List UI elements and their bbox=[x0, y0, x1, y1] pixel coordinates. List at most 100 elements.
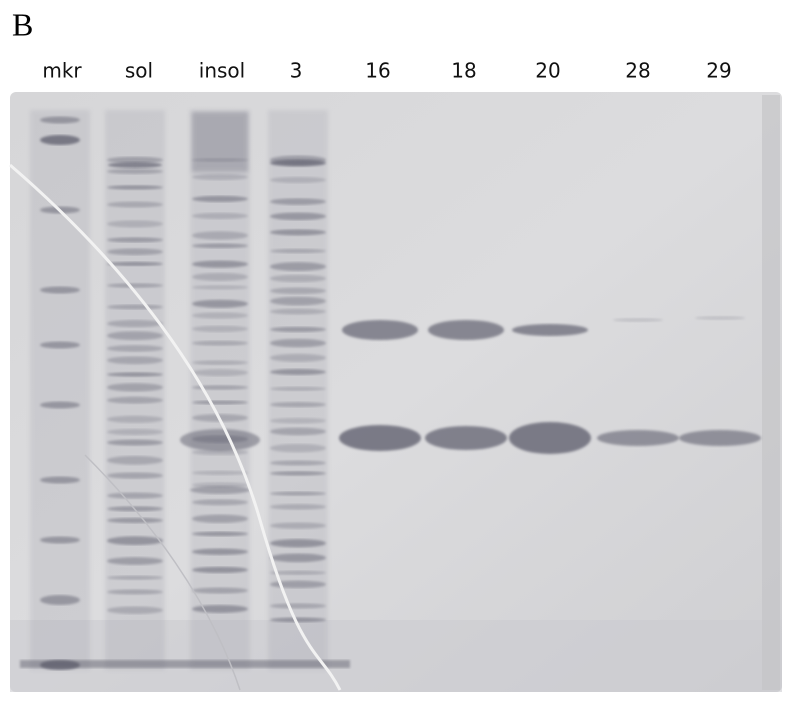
band bbox=[270, 287, 326, 295]
band bbox=[107, 517, 163, 524]
band bbox=[192, 260, 248, 268]
band bbox=[270, 262, 326, 272]
band bbox=[192, 470, 248, 476]
band bbox=[107, 248, 163, 256]
band bbox=[107, 415, 163, 423]
band bbox=[192, 231, 248, 240]
band bbox=[107, 283, 163, 288]
band bbox=[107, 557, 163, 565]
band bbox=[597, 430, 679, 446]
band bbox=[270, 427, 326, 436]
band bbox=[107, 201, 163, 208]
band bbox=[192, 325, 248, 333]
band bbox=[192, 299, 248, 308]
band bbox=[107, 220, 163, 228]
band bbox=[270, 326, 326, 333]
band bbox=[695, 316, 745, 320]
band bbox=[40, 135, 80, 145]
band bbox=[192, 243, 248, 249]
band bbox=[108, 162, 162, 168]
band bbox=[107, 575, 163, 580]
band bbox=[107, 261, 163, 267]
gel-edge bbox=[762, 95, 780, 690]
band bbox=[40, 341, 80, 349]
bands bbox=[20, 110, 761, 670]
band bbox=[270, 539, 326, 548]
band bbox=[192, 531, 248, 537]
band bbox=[192, 212, 248, 220]
band bbox=[512, 324, 588, 336]
band bbox=[270, 308, 326, 315]
band bbox=[107, 536, 163, 546]
band bbox=[270, 504, 326, 510]
band bbox=[270, 386, 326, 392]
band bbox=[270, 198, 326, 206]
band bbox=[270, 229, 326, 236]
band bbox=[192, 173, 248, 181]
crack-line bbox=[84, 454, 241, 691]
well-smear bbox=[192, 112, 248, 172]
band bbox=[107, 168, 163, 174]
band bbox=[270, 471, 326, 476]
band bbox=[107, 439, 163, 446]
band bbox=[270, 212, 326, 221]
band bbox=[192, 312, 248, 319]
band bbox=[270, 617, 326, 623]
band bbox=[270, 159, 326, 167]
band bbox=[107, 304, 163, 310]
band bbox=[192, 385, 248, 390]
band bbox=[107, 606, 163, 615]
band bbox=[270, 338, 326, 348]
band bbox=[192, 195, 248, 203]
band bbox=[192, 400, 248, 405]
band bbox=[192, 272, 248, 281]
band bbox=[270, 460, 326, 466]
band bbox=[192, 605, 248, 613]
band bbox=[342, 320, 418, 340]
band bbox=[107, 356, 163, 365]
lane-label: 29 bbox=[706, 59, 731, 83]
lane-label: 3 bbox=[290, 59, 303, 83]
band bbox=[107, 185, 163, 190]
lane-label: 16 bbox=[365, 59, 390, 83]
band bbox=[190, 486, 250, 494]
band bbox=[107, 589, 163, 595]
band bbox=[270, 368, 326, 376]
band bbox=[270, 580, 326, 589]
lane-label: insol bbox=[199, 59, 245, 83]
band bbox=[428, 320, 504, 340]
band bbox=[107, 396, 163, 404]
band bbox=[270, 553, 326, 563]
band bbox=[180, 429, 260, 451]
band bbox=[509, 422, 591, 454]
band bbox=[107, 345, 163, 352]
band bbox=[270, 443, 326, 453]
band bbox=[270, 176, 326, 184]
lane-labels: mkr sol insol 3 16 18 20 28 29 bbox=[42, 59, 731, 83]
band bbox=[107, 156, 163, 164]
band bbox=[192, 285, 248, 290]
band bbox=[270, 401, 326, 408]
band bbox=[192, 514, 248, 524]
panel-label: B bbox=[12, 6, 33, 42]
band bbox=[679, 430, 761, 446]
band bbox=[107, 372, 163, 377]
band bbox=[40, 595, 80, 605]
lane-label: sol bbox=[125, 59, 153, 83]
dye-front bbox=[20, 660, 350, 668]
band bbox=[270, 603, 326, 609]
band bbox=[270, 353, 326, 362]
band bbox=[107, 319, 163, 328]
lane-label: mkr bbox=[42, 59, 82, 83]
band bbox=[192, 499, 248, 506]
band bbox=[107, 455, 163, 465]
band bbox=[192, 587, 248, 594]
band bbox=[192, 566, 248, 574]
band bbox=[107, 383, 163, 392]
band bbox=[425, 426, 507, 450]
band bbox=[270, 274, 326, 283]
band bbox=[107, 472, 163, 479]
band bbox=[270, 248, 326, 254]
